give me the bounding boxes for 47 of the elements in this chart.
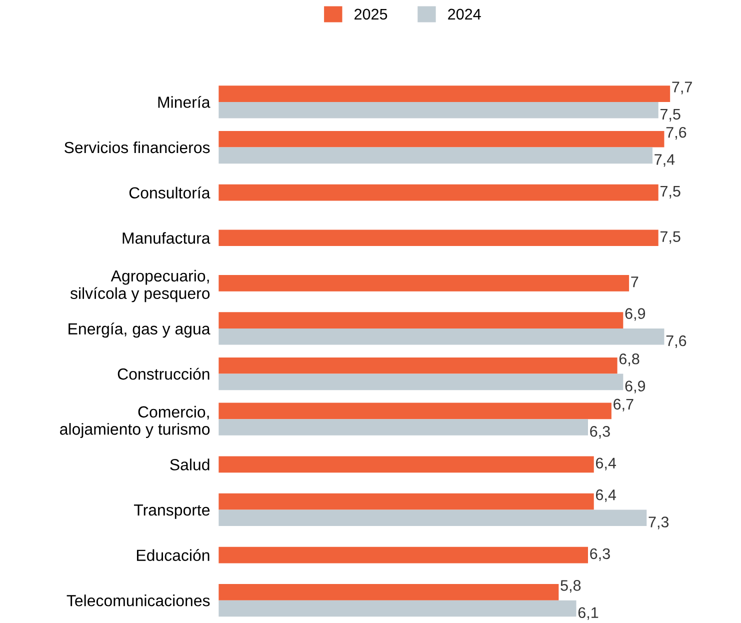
- bar: [218, 328, 664, 345]
- data-label: 6,9: [625, 308, 646, 321]
- bar: [218, 510, 647, 526]
- data-label: 7,5: [660, 231, 680, 244]
- y-tick-label: Consultoría: [129, 186, 210, 199]
- data-label: 7,5: [660, 108, 680, 122]
- y-tick-label: Salud: [170, 458, 210, 470]
- y-tick-label: Agropecuario, silvícola y pesquero: [70, 270, 210, 302]
- bar: [218, 374, 624, 390]
- bar: [218, 147, 652, 164]
- y-tick-label: Comercio, alojamiento y turismo: [60, 406, 210, 438]
- bar: [218, 419, 588, 436]
- data-label: 7,7: [672, 82, 692, 94]
- y-tick-label: Transporte: [134, 504, 210, 519]
- data-label: 5,8: [560, 580, 581, 593]
- y-tick-label: Minería: [158, 96, 210, 108]
- bar: [218, 102, 658, 118]
- data-label: 7,4: [654, 154, 675, 167]
- bar: [218, 312, 624, 328]
- bar: [218, 493, 594, 510]
- y-tick-label: Telecomunicaciones: [66, 594, 210, 606]
- legend-label: 2025: [354, 8, 388, 20]
- data-label: 7,6: [666, 335, 686, 348]
- data-label: 6,9: [625, 380, 646, 394]
- data-label: 7,5: [660, 186, 680, 198]
- data-label: 6,1: [578, 607, 598, 620]
- data-label: 6,4: [596, 458, 616, 470]
- y-tick-label: Energía, gas y agua: [68, 322, 210, 338]
- bar: [218, 130, 664, 148]
- data-label: 6,8: [619, 353, 640, 366]
- y-tick-label: Servicios financieros: [64, 141, 210, 154]
- data-label: 7: [631, 276, 638, 288]
- bar: [218, 600, 576, 617]
- data-label: 6,3: [590, 426, 610, 439]
- data-label: 6,3: [590, 548, 610, 561]
- bar: [218, 402, 612, 420]
- bar: [218, 584, 559, 600]
- data-label: 6,7: [614, 398, 634, 412]
- data-label: 7,6: [666, 126, 686, 140]
- bar: [218, 357, 618, 374]
- legend-label: 2024: [448, 8, 481, 20]
- data-label: 7,3: [648, 516, 669, 530]
- y-tick-label: Construcción: [118, 368, 210, 380]
- bar: [218, 86, 670, 102]
- data-label: 6,4: [596, 489, 616, 502]
- y-tick-label: Educación: [136, 549, 210, 561]
- y-tick-label: Manufactura: [122, 232, 210, 244]
